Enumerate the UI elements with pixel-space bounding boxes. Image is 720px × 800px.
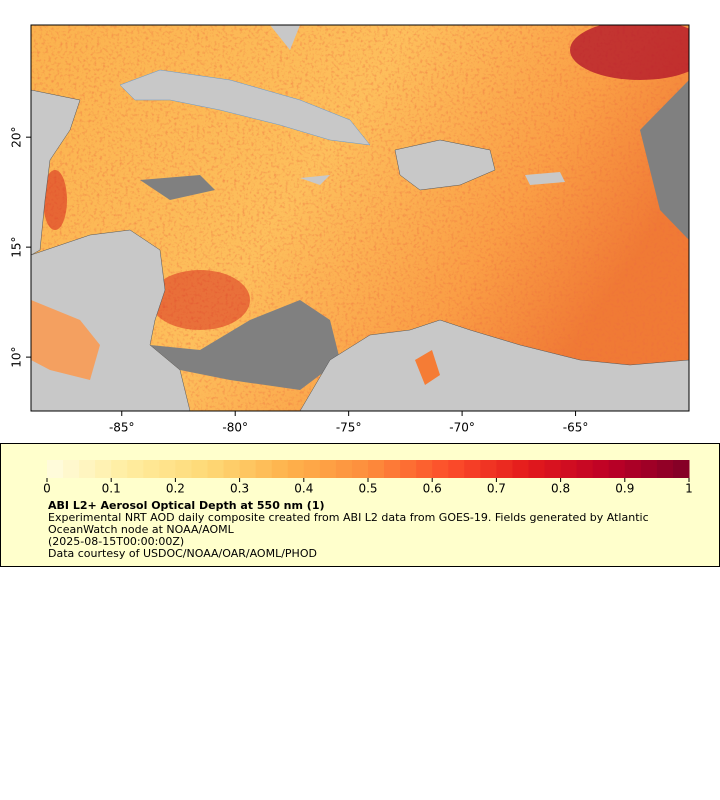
colorbar-step: [127, 460, 144, 478]
colorbar-step: [416, 460, 433, 478]
colorbar-tick-label: 0.9: [615, 482, 634, 496]
missing-data: [640, 80, 689, 240]
missing-data: [150, 300, 340, 390]
colorbar-step: [63, 460, 80, 478]
legend-title: ABI L2+ Aerosol Optical Depth at 550 nm …: [48, 499, 325, 512]
land-jamaica: [300, 175, 330, 185]
colorbar-tick-label: 0: [43, 482, 51, 496]
land-south-america: [299, 319, 689, 411]
colorbar-tick-label: 0.5: [358, 482, 377, 496]
colorbar-step: [271, 460, 289, 478]
colorbar-step: [576, 460, 594, 478]
colorbar-step: [448, 460, 465, 478]
x-tick-label: -70°: [449, 421, 475, 435]
colorbar-tick-label: 0.3: [230, 482, 249, 496]
map-area: [31, 25, 689, 411]
aod-high: [43, 170, 67, 230]
colorbar-step: [480, 460, 497, 478]
colorbar-step: [384, 460, 401, 478]
colorbar-step: [400, 460, 417, 478]
colorbar-step: [255, 460, 273, 478]
colorbar-step: [111, 460, 128, 478]
colorbar-step: [432, 460, 449, 478]
legend-credit: Data courtesy of USDOC/NOAA/OAR/AOML/PHO…: [48, 547, 317, 560]
missing-data: [140, 175, 215, 200]
land-cuba: [119, 69, 371, 146]
pacific-aod: [31, 300, 100, 380]
colorbar-tick-label: 1: [685, 482, 693, 496]
colorbar-step: [239, 460, 257, 478]
y-tick-label: 20°: [10, 127, 24, 148]
colorbar-step: [47, 460, 64, 478]
colorbar-tick-label: 0.4: [294, 482, 313, 496]
colorbar-step: [592, 460, 610, 478]
colorbar-tick-label: 0.7: [487, 482, 506, 496]
x-tick-label: -80°: [222, 421, 248, 435]
colorbar-step: [95, 460, 112, 478]
colorbar-step: [223, 460, 241, 478]
colorbar-step: [79, 460, 96, 478]
colorbar-step: [159, 460, 176, 478]
colorbar-step: [528, 460, 546, 478]
colorbar-step: [512, 460, 529, 478]
land-puerto-rico: [525, 172, 565, 185]
colorbar-step: [624, 460, 642, 478]
lake-maracaibo: [415, 350, 440, 385]
colorbar-step: [303, 460, 321, 478]
aod-high: [150, 270, 250, 330]
colorbar-step: [560, 460, 578, 478]
colorbar-step: [207, 460, 225, 478]
colorbar-step: [672, 460, 690, 478]
legend-text: ABI L2+ Aerosol Optical Depth at 550 nm …: [48, 500, 678, 560]
land-yucatan: [31, 89, 81, 256]
colorbar-step: [175, 460, 192, 478]
aod-high: [570, 25, 689, 80]
x-tick-label: -75°: [336, 421, 362, 435]
colorbar-tick-label: 0.1: [102, 482, 121, 496]
colorbar-step: [143, 460, 160, 478]
colorbar-step: [319, 460, 337, 478]
colorbar-step: [368, 460, 385, 478]
land-hispaniola: [394, 139, 496, 191]
colorbar-step: [464, 460, 481, 478]
legend-description: Experimental NRT AOD daily composite cre…: [48, 511, 649, 536]
colorbar-tick-label: 0.8: [551, 482, 570, 496]
x-tick-label: -65°: [563, 421, 589, 435]
legend-date: (2025-08-15T00:00:00Z): [48, 535, 185, 548]
colorbar-step: [656, 460, 674, 478]
colorbar-step: [351, 460, 369, 478]
y-tick-label: 15°: [10, 237, 24, 258]
colorbar-step: [191, 460, 208, 478]
colorbar-step: [335, 460, 353, 478]
y-tick-label: 10°: [10, 346, 24, 367]
land-florida: [270, 25, 300, 50]
colorbar-step: [544, 460, 562, 478]
x-tick-label: -85°: [109, 421, 135, 435]
colorbar-step: [608, 460, 626, 478]
colorbar-step: [496, 460, 513, 478]
map-frame: [30, 24, 690, 412]
colorbar-step: [640, 460, 658, 478]
colorbar-tick-label: 0.2: [166, 482, 185, 496]
colorbar-step: [287, 460, 305, 478]
colorbar-tick-label: 0.6: [423, 482, 442, 496]
